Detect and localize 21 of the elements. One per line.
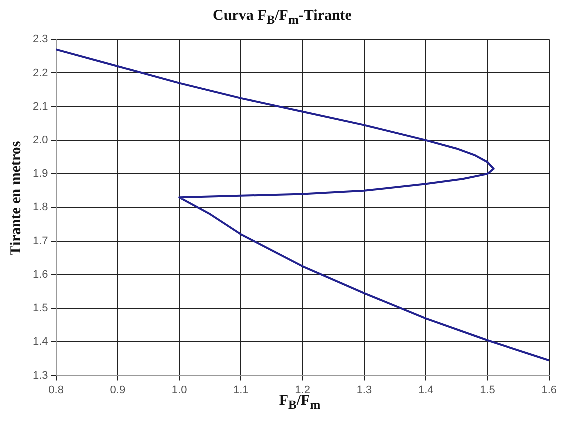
y-tick-label: 2.0 <box>32 134 48 146</box>
y-tick-label: 1.5 <box>32 302 48 315</box>
y-tick-label: 1.3 <box>32 370 48 382</box>
x-tick-label: 0.9 <box>110 384 126 396</box>
y-tick-label: 2.1 <box>32 100 48 113</box>
y-tick-label: 1.8 <box>32 202 48 214</box>
chart-title: Curva F$_{B}$/F$_{m}$-Tirante <box>212 8 353 28</box>
y-tick-label: 1.9 <box>32 168 48 180</box>
y-tick-label: 2.3 <box>32 34 48 46</box>
x-tick-label: 1.5 <box>480 384 496 396</box>
y-tick-label: 1.6 <box>32 268 48 281</box>
y-tick-label: 1.7 <box>32 235 48 248</box>
y-tick-label: 2.2 <box>32 67 48 80</box>
x-tick-label: 1.3 <box>356 384 372 396</box>
x-tick-label: 1.1 <box>234 384 249 396</box>
x-tick-label: 1.6 <box>542 384 558 396</box>
y-axis-title: Tirante en metros <box>8 140 26 258</box>
x-tick-label: 1.4 <box>418 384 434 396</box>
y-tick-label: 1.4 <box>32 336 48 348</box>
x-tick-label: 1.0 <box>172 384 188 396</box>
x-tick-label: 0.8 <box>48 384 64 396</box>
